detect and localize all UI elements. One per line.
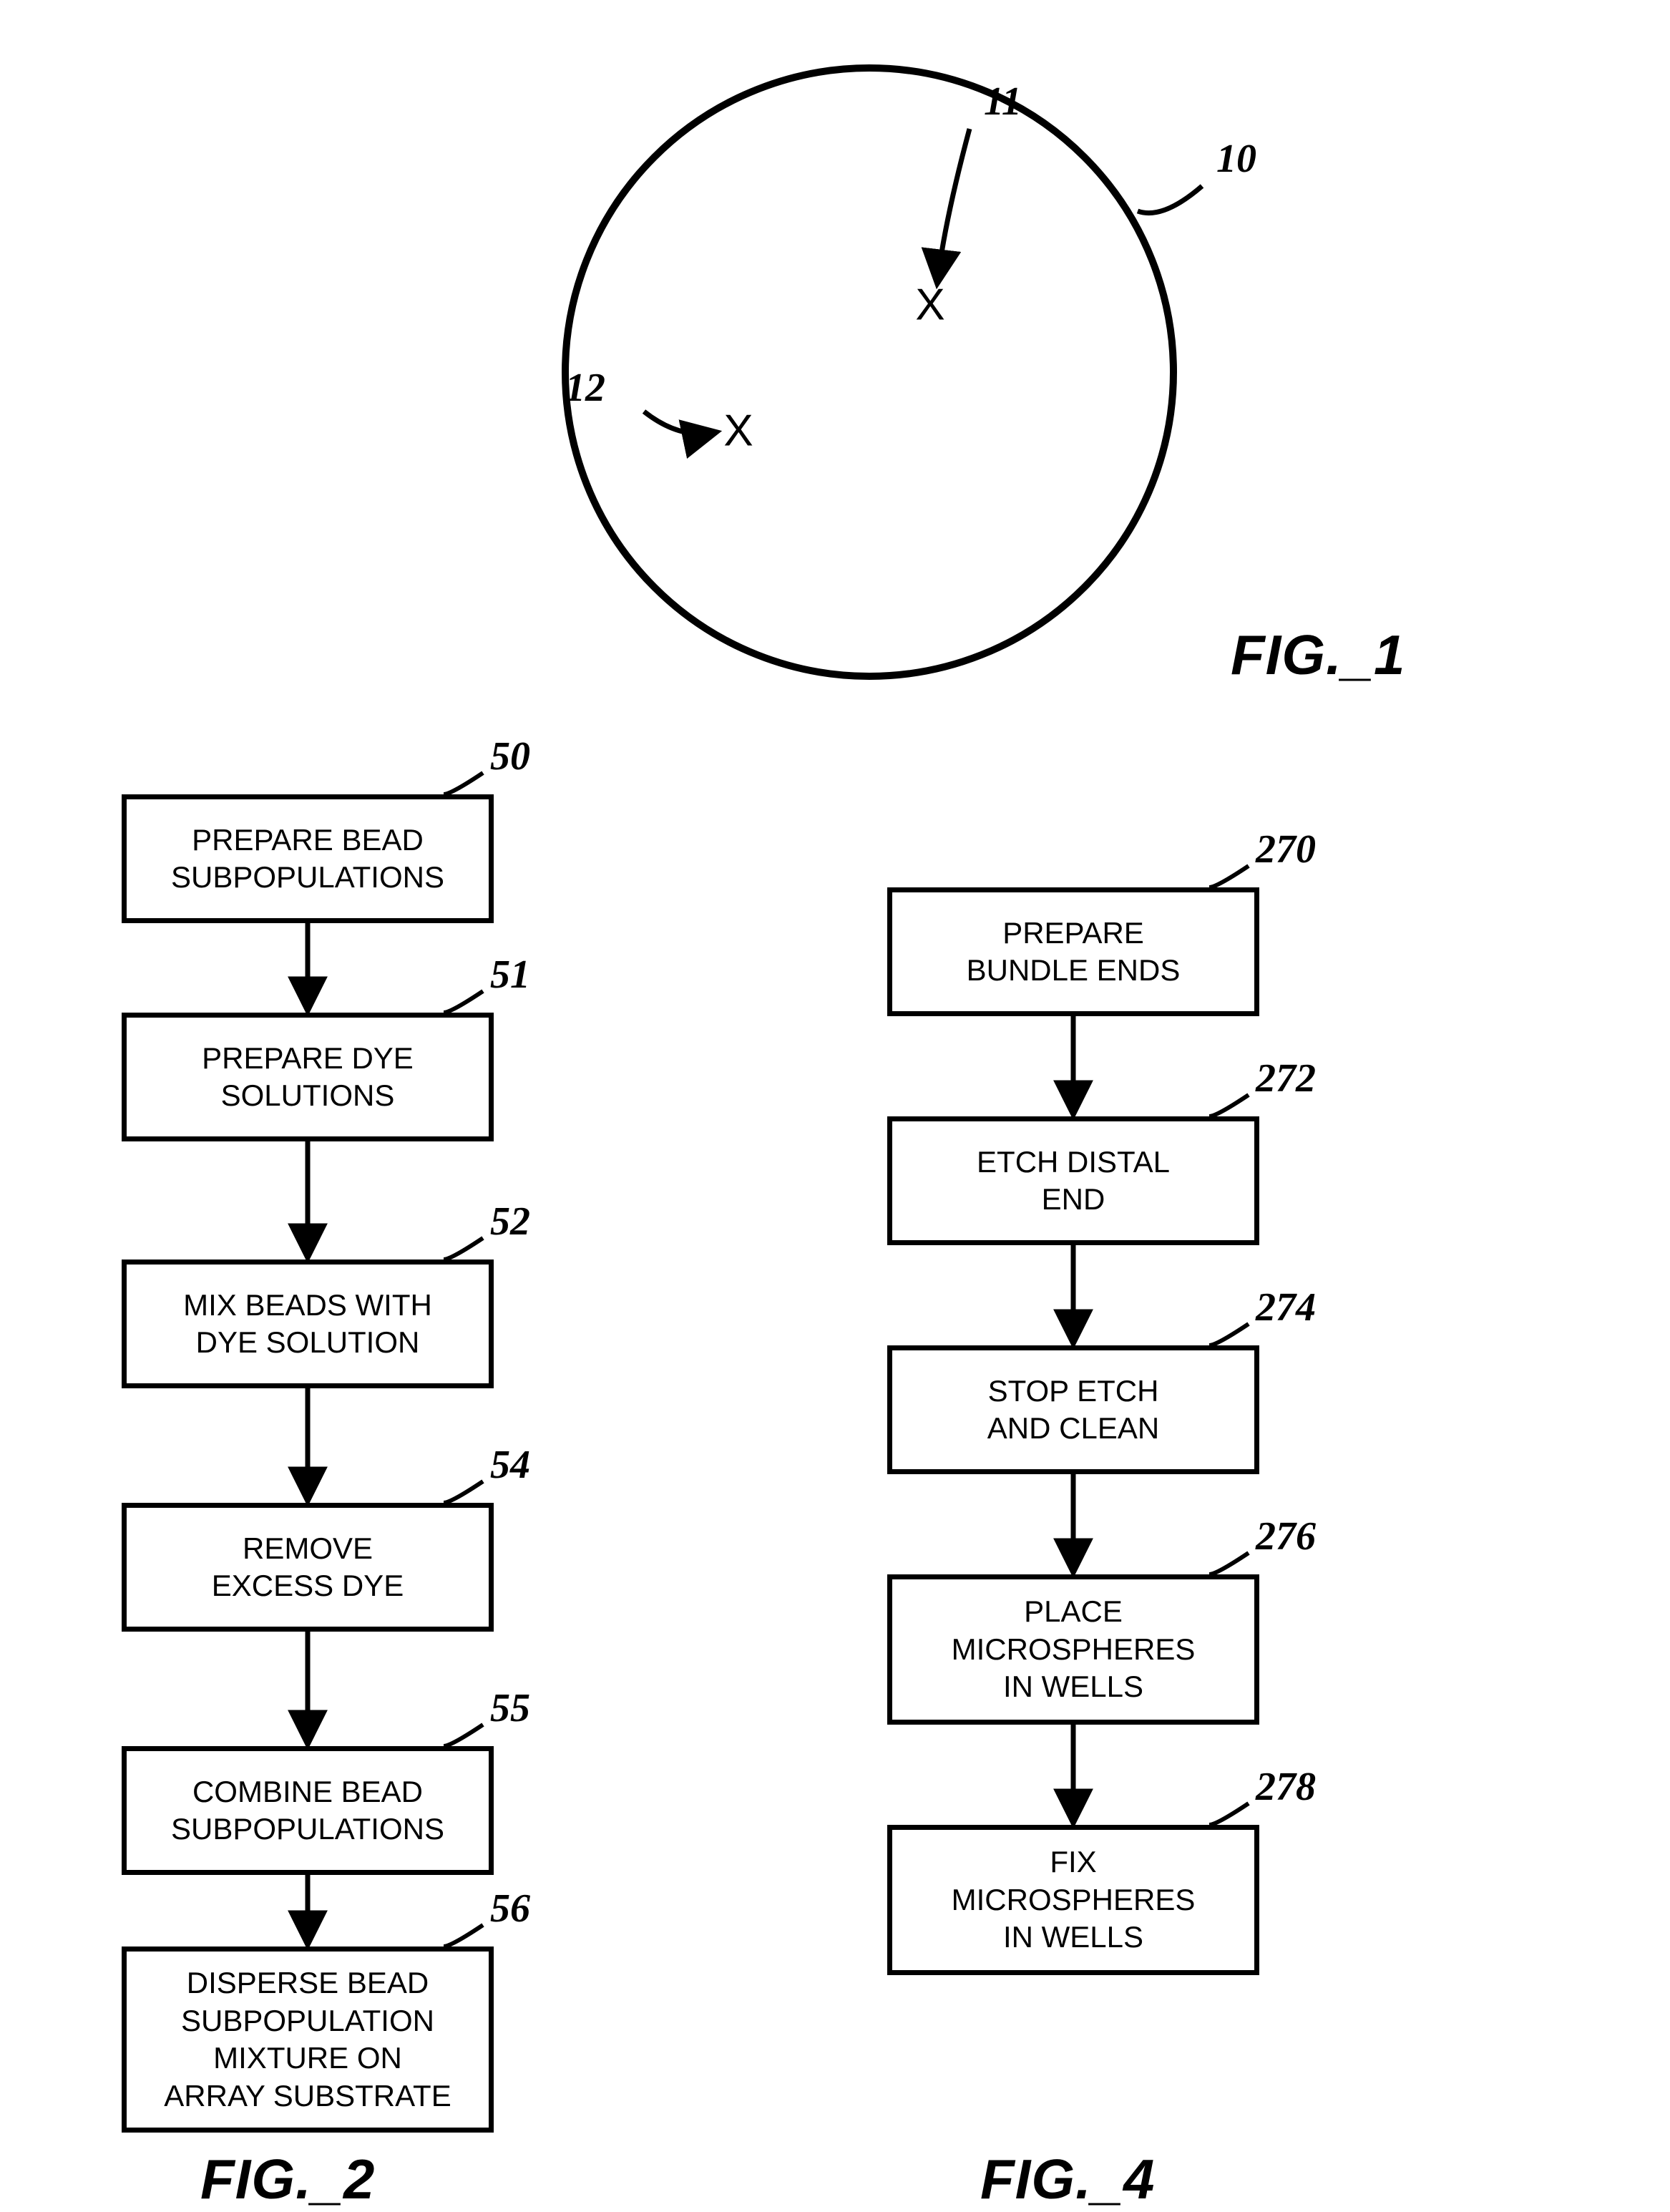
fig4-ref-270: 270 bbox=[1256, 827, 1316, 872]
fig2-ref-52: 52 bbox=[490, 1199, 530, 1244]
fig4-box-270: PREPARE BUNDLE ENDS bbox=[887, 887, 1259, 1016]
fig4-box-278: FIX MICROSPHERES IN WELLS bbox=[887, 1825, 1259, 1975]
fig2-ref-56: 56 bbox=[490, 1886, 530, 1931]
fig4-ref-276: 276 bbox=[1256, 1514, 1316, 1559]
fig4-ref-274: 274 bbox=[1256, 1285, 1316, 1330]
fig2-box-50: PREPARE BEAD SUBPOPULATIONS bbox=[122, 794, 494, 923]
fig2-ref-51: 51 bbox=[490, 952, 530, 998]
fig4-box-276: PLACE MICROSPHERES IN WELLS bbox=[887, 1574, 1259, 1725]
ref10: 10 bbox=[1216, 136, 1256, 182]
fig2-box-56: DISPERSE BEAD SUBPOPULATION MIXTURE ON A… bbox=[122, 1947, 494, 2133]
page: X X 10 11 12 FIG._1 PREPARE BEAD SUBPOPULATIO… bbox=[0, 0, 1670, 2196]
fig2-box-55: COMBINE BEAD SUBPOPULATIONS bbox=[122, 1746, 494, 1875]
fig2-box-51: PREPARE DYE SOLUTIONS bbox=[122, 1013, 494, 1141]
fig1-caption: FIG._1 bbox=[1231, 623, 1405, 688]
ref12: 12 bbox=[565, 365, 605, 411]
ref11: 11 bbox=[984, 79, 1022, 125]
fig4-box-272: ETCH DISTAL END bbox=[887, 1116, 1259, 1245]
fig4-box-274: STOP ETCH AND CLEAN bbox=[887, 1345, 1259, 1474]
fig4-caption: FIG._4 bbox=[980, 2147, 1155, 2212]
fig4-ref-272: 272 bbox=[1256, 1056, 1316, 1101]
fig2-ref-55: 55 bbox=[490, 1685, 530, 1731]
fig2-caption: FIG._2 bbox=[200, 2147, 375, 2212]
fig2-box-54: REMOVE EXCESS DYE bbox=[122, 1503, 494, 1632]
point12: X bbox=[723, 406, 753, 455]
fig2-box-52: MIX BEADS WITH DYE SOLUTION bbox=[122, 1260, 494, 1388]
point11: X bbox=[915, 280, 944, 329]
fig2-ref-54: 54 bbox=[490, 1442, 530, 1488]
fig4-ref-278: 278 bbox=[1256, 1764, 1316, 1810]
fig2-ref-50: 50 bbox=[490, 734, 530, 779]
